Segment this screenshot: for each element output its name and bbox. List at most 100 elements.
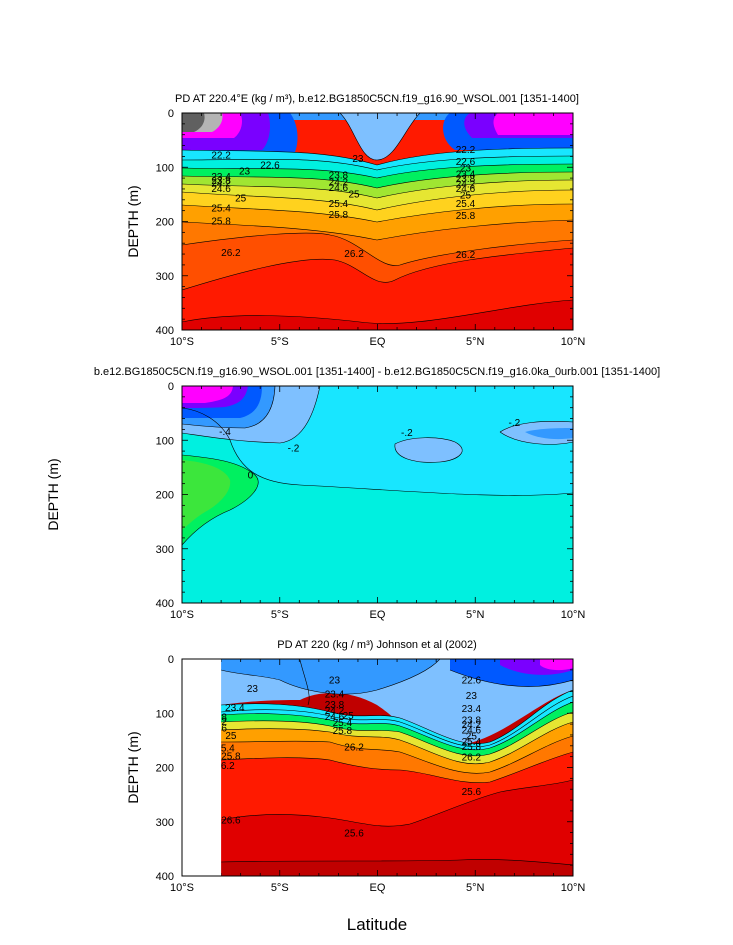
contour-label: 23: [329, 676, 341, 687]
contour-label: 25.8: [221, 752, 241, 763]
contour-label: 25.8: [211, 217, 231, 228]
contour-label: 26.2: [344, 249, 364, 260]
panel-3-fill: [220, 659, 573, 876]
contour-label: 25.4: [215, 744, 235, 755]
contour-label: 24.6: [329, 183, 349, 194]
y-tick-label: 0: [168, 654, 174, 666]
contour-label: 24.2: [211, 179, 231, 190]
contour-label: 0: [248, 471, 254, 482]
panel-3-axes: 10°S 5°S EQ 5°N 10°N 0 100 200 300 400 DEPTH (m): [125, 654, 585, 894]
contour-label: 23.8: [211, 176, 231, 187]
contour-label: 25.8: [333, 726, 353, 737]
contour-label: 23.4: [225, 703, 245, 714]
y-tick-label: 400: [156, 871, 174, 883]
x-tick-label: 10°S: [170, 609, 194, 621]
contour-label: 24.6: [325, 712, 345, 723]
panel-1: PD AT 220.4°E (kg / m³), b.e12.BG1850C5C…: [175, 93, 579, 331]
contour-label: 23.8: [325, 700, 345, 711]
panel-1-axes: 10°S 5°S EQ 5°N 10°N 0 100 200 300 400 DEPTH (m): [125, 108, 585, 348]
contour-label: 26.2: [215, 761, 235, 772]
y-tick-label: 400: [156, 325, 174, 337]
contour-label: 22.6: [260, 161, 280, 172]
contour-label: 22.6: [462, 676, 482, 687]
contour-label: 26.2: [344, 742, 364, 753]
y-tick-label: 300: [156, 544, 174, 556]
contour-label: 23.8: [329, 170, 349, 181]
panel-2-title: b.e12.BG1850C5CN.f19_g16.90_WSOL.001 [13…: [94, 366, 660, 378]
x-tick-label: 5°N: [466, 882, 485, 894]
x-tick-label: 10°S: [170, 882, 194, 894]
no-data-region: [182, 659, 222, 876]
y-axis-label: DEPTH (m): [125, 731, 141, 803]
contour-label: -.2: [401, 428, 413, 439]
contour-label: 24.6: [211, 184, 231, 195]
contour-label: 24.2: [456, 180, 476, 191]
y-tick-label: 300: [156, 817, 174, 829]
contour-label: 22.2: [211, 150, 231, 161]
contour-label: 25: [460, 190, 472, 201]
contour-label: 23.8: [456, 174, 476, 185]
contour-label: 25: [343, 711, 355, 722]
contour-label: 24.2: [462, 720, 482, 731]
y-tick-label: 200: [156, 217, 174, 229]
contour-label: 25.4: [456, 199, 476, 210]
x-tick-label: 5°S: [271, 336, 289, 348]
x-tick-label: EQ: [370, 609, 386, 621]
contour-label: -.4: [219, 427, 231, 438]
contour-label: 26.2: [456, 250, 476, 261]
contour-label: 26.6: [221, 816, 241, 827]
y-tick-label: 0: [168, 381, 174, 393]
contour-label: 24.2: [325, 706, 345, 717]
contour-label: 25.4: [329, 199, 349, 210]
x-tick-label: EQ: [370, 336, 386, 348]
panel-2-axes: 10°S 5°S EQ 5°N 10°N 0 100 200 300 400 DEPTH (m): [45, 381, 585, 621]
contour-label: 22.6: [456, 157, 476, 168]
contour-label: 25.4: [211, 203, 231, 214]
x-tick-label: 10°N: [561, 882, 586, 894]
contour-label: 24.6: [456, 184, 476, 195]
contour-label: 25.8: [456, 211, 476, 222]
contour-label: 25.4: [462, 737, 482, 748]
panel-2: b.e12.BG1850C5CN.f19_g16.90_WSOL.001 [13…: [94, 366, 660, 604]
x-tick-label: 10°S: [170, 336, 194, 348]
contour-label: -.2: [509, 418, 521, 429]
contour-label: 22.2: [456, 145, 476, 156]
y-axis-label: DEPTH (m): [125, 185, 141, 257]
contour-label: 23: [239, 167, 251, 178]
y-tick-label: 0: [168, 108, 174, 120]
contour-label: 23: [247, 684, 259, 695]
contour-label: 25.6: [462, 787, 482, 798]
panel-1-title: PD AT 220.4°E (kg / m³), b.e12.BG1850C5C…: [175, 93, 579, 105]
contour-label: 25: [235, 194, 247, 205]
panel-2-fill: [182, 386, 573, 603]
x-tick-label: 10°N: [561, 336, 586, 348]
x-tick-label: EQ: [370, 882, 386, 894]
contour-label: 23: [352, 154, 364, 165]
y-tick-label: 200: [156, 763, 174, 775]
contour-label: 25: [348, 189, 360, 200]
contour-label: 23.4: [462, 704, 482, 715]
contour-label: 23: [466, 691, 478, 702]
y-axis-label: DEPTH (m): [45, 458, 61, 530]
y-tick-label: 100: [156, 162, 174, 174]
x-tick-label: 5°S: [271, 882, 289, 894]
contour-label: 23.4: [325, 689, 345, 700]
contour-label: 25.8: [329, 210, 349, 221]
x-axis-label: Latitude: [347, 915, 408, 934]
x-tick-label: 5°S: [271, 609, 289, 621]
x-tick-label: 5°N: [466, 336, 485, 348]
y-tick-label: 100: [156, 708, 174, 720]
panel-1-contour-labels: 22.222.62323.423.824.224.62525.425.826.2…: [211, 145, 475, 261]
y-tick-label: 100: [156, 435, 174, 447]
panel-3-title: PD AT 220 (kg / m³) Johnson et al (2002): [277, 639, 477, 651]
contour-label: 25.4: [333, 718, 353, 729]
panel-3: PD AT 220 (kg / m³) Johnson et al (2002): [181, 639, 574, 877]
contour-label: -.2: [288, 443, 300, 454]
contour-label: 23.4: [211, 172, 231, 183]
contour-label: 23: [460, 163, 472, 174]
contour-label: 26.2: [221, 248, 241, 259]
contour-label: 23.4: [456, 169, 476, 180]
y-tick-label: 300: [156, 271, 174, 283]
